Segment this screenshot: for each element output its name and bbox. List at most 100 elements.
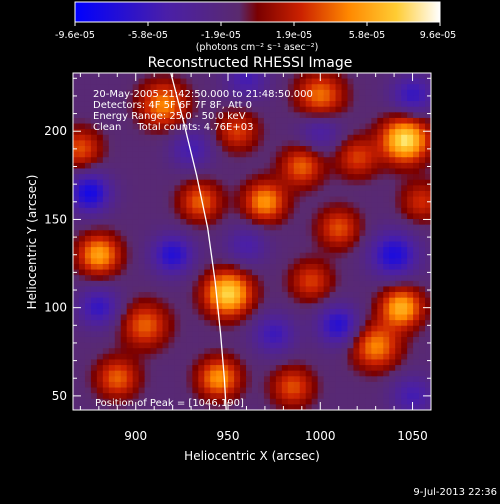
- heatmap-cell: [311, 280, 319, 288]
- heatmap-cell: [335, 235, 343, 243]
- heatmap-cell: [425, 112, 431, 119]
- heatmap-cell: [90, 275, 98, 282]
- heatmap-cell: [204, 342, 211, 349]
- heatmap-cell: [252, 269, 259, 276]
- heatmap-cell: [383, 297, 390, 304]
- heatmap-cell: [120, 146, 128, 153]
- heatmap-cell: [305, 179, 313, 186]
- heatmap-cell: [216, 303, 223, 310]
- heatmap-cell: [144, 286, 152, 293]
- heatmap-cell: [299, 224, 307, 231]
- heatmap-cell: [150, 269, 158, 276]
- heatmap-cell: [341, 387, 349, 394]
- heatmap-cell: [246, 112, 253, 119]
- heatmap-cell: [108, 179, 116, 186]
- heatmap-cell: [281, 404, 289, 410]
- heatmap-cell: [198, 168, 205, 175]
- heatmap-cell: [365, 342, 372, 349]
- heatmap-cell: [365, 106, 372, 113]
- heatmap-cell: [144, 263, 152, 271]
- heatmap-cell: [234, 342, 241, 349]
- heatmap-cell: [108, 224, 116, 231]
- heatmap-cell: [252, 280, 259, 288]
- heatmap-cell: [293, 336, 301, 344]
- heatmap-cell: [353, 336, 360, 344]
- heatmap-cell: [186, 89, 193, 97]
- heatmap-cell: [335, 112, 343, 119]
- heatmap-cell: [341, 404, 349, 410]
- heatmap-cell: [341, 190, 349, 198]
- heatmap-cell: [377, 140, 384, 147]
- heatmap-cell: [216, 151, 223, 158]
- heatmap-cell: [126, 174, 134, 181]
- heatmap-cell: [257, 393, 265, 400]
- heatmap-cell: [192, 348, 199, 355]
- heatmap-cell: [240, 190, 247, 198]
- heatmap-cell: [317, 297, 325, 304]
- heatmap-cell: [263, 348, 271, 355]
- heatmap-cell: [341, 275, 349, 282]
- heatmap-cell: [114, 190, 122, 198]
- heatmap-cell: [150, 219, 158, 226]
- heatmap-cell: [84, 179, 92, 186]
- heatmap-cell: [377, 157, 384, 164]
- heatmap-cell: [335, 365, 343, 372]
- heatmap-cell: [263, 140, 271, 147]
- heatmap-cell: [210, 241, 217, 248]
- heatmap-cell: [216, 263, 223, 271]
- heatmap-cell: [377, 308, 384, 316]
- heatmap-cell: [329, 387, 337, 394]
- heatmap-cell: [234, 331, 241, 338]
- heatmap-cell: [240, 247, 247, 254]
- heatmap-cell: [132, 213, 140, 220]
- heatmap-cell: [204, 269, 211, 276]
- heatmap-cell: [425, 387, 431, 394]
- heatmap-cell: [126, 89, 134, 97]
- heatmap-cell: [419, 84, 426, 91]
- heatmap-cell: [389, 376, 396, 383]
- heatmap-cell: [102, 106, 110, 113]
- heatmap-cell: [257, 190, 265, 198]
- heatmap-cell: [269, 190, 277, 198]
- heatmap-cell: [120, 331, 128, 338]
- heatmap-cell: [299, 112, 307, 119]
- heatmap-cell: [401, 387, 408, 394]
- heatmap-cell: [263, 106, 271, 113]
- heatmap-cell: [263, 263, 271, 271]
- heatmap-cell: [120, 123, 128, 130]
- heatmap-cell: [335, 134, 343, 141]
- heatmap-cell: [73, 398, 80, 405]
- heatmap-cell: [263, 308, 271, 316]
- heatmap-cell: [84, 157, 92, 164]
- heatmap-cell: [126, 185, 134, 192]
- heatmap-cell: [156, 112, 164, 119]
- heatmap-cell: [210, 252, 217, 259]
- heatmap-cell: [162, 129, 170, 136]
- heatmap-cell: [389, 398, 396, 405]
- heatmap-cell: [210, 308, 217, 316]
- heatmap-cell: [383, 398, 390, 405]
- heatmap-cell: [234, 320, 241, 327]
- heatmap-cell: [299, 78, 307, 85]
- heatmap-cell: [96, 134, 104, 141]
- heatmap-cell: [365, 134, 372, 141]
- heatmap-cell: [120, 230, 128, 237]
- heatmap-cell: [144, 230, 152, 237]
- heatmap-cell: [204, 359, 211, 366]
- heatmap-cell: [73, 219, 80, 226]
- heatmap-cell: [102, 404, 110, 410]
- heatmap-cell: [419, 320, 426, 327]
- heatmap-cell: [419, 376, 426, 383]
- heatmap-cell: [198, 297, 205, 304]
- heatmap-cell: [407, 381, 414, 389]
- heatmap-cell: [311, 134, 319, 141]
- heatmap-cell: [395, 303, 402, 310]
- heatmap-cell: [263, 219, 271, 226]
- heatmap-cell: [281, 320, 289, 327]
- heatmap-cell: [126, 112, 134, 119]
- heatmap-cell: [114, 398, 122, 405]
- heatmap-cell: [317, 353, 325, 361]
- heatmap-cell: [377, 117, 384, 125]
- heatmap-cell: [281, 162, 289, 170]
- heatmap-cell: [329, 297, 337, 304]
